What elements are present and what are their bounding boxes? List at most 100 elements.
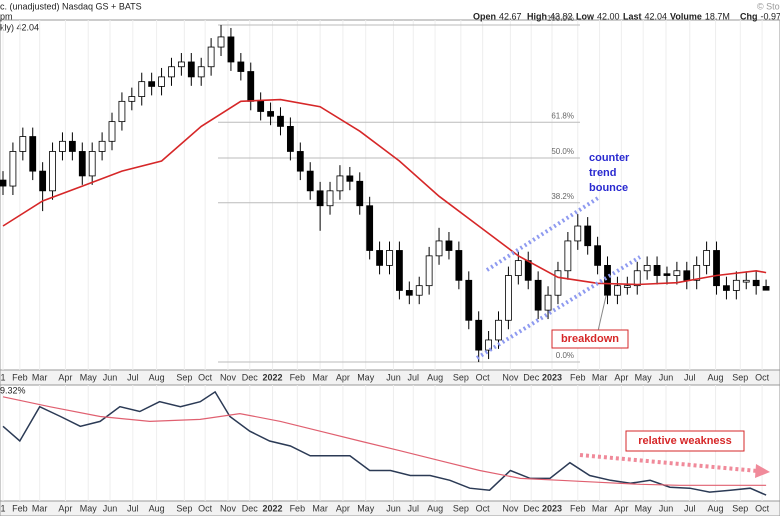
candle-body: [148, 81, 156, 87]
x-tick-label: 2022: [263, 372, 283, 382]
candle-body: [356, 180, 364, 207]
x-tick-label: May: [80, 503, 98, 513]
candle-body: [524, 260, 532, 281]
candle-body: [495, 319, 502, 341]
candle-body: [544, 294, 552, 311]
candle-body: [138, 81, 146, 97]
x-tick-label: Oct: [198, 372, 213, 382]
annotation: trend: [589, 167, 617, 179]
relative-line: [2, 390, 767, 496]
candle-body: [703, 250, 711, 266]
candle-body: [168, 66, 175, 78]
candle-body: [723, 285, 730, 291]
pointer-line: [597, 295, 607, 332]
candle-body: [643, 264, 651, 272]
candle-body: [564, 240, 572, 272]
candle-body: [326, 190, 334, 207]
x-tick-label: May: [357, 503, 375, 513]
candle-body: [227, 36, 235, 63]
candle-body: [663, 273, 671, 276]
candle-body: [732, 279, 740, 291]
x-tick-label: Oct: [755, 503, 770, 513]
candle-body: [653, 264, 661, 276]
x-tick-label: Aug: [427, 503, 443, 513]
x-tick-label: Mar: [312, 503, 328, 513]
candle-body: [554, 270, 562, 296]
candle-body: [623, 285, 631, 288]
candle-body: [346, 175, 354, 182]
candle-body: [217, 36, 225, 48]
candle-body: [158, 76, 165, 87]
quote-value: 42.67: [499, 11, 522, 21]
x-tick-label: 2023: [542, 503, 562, 513]
x-tick-label: Jun: [103, 372, 118, 382]
candle-body: [614, 285, 621, 296]
x-tick-label: Jun: [386, 372, 401, 382]
candle-body: [197, 66, 205, 78]
x-tick-label: 1: [0, 372, 5, 382]
x-tick-label: Oct: [476, 372, 491, 382]
candle-body: [534, 279, 542, 311]
candle-body: [277, 115, 284, 127]
candle-body: [485, 339, 492, 351]
x-tick-label: Jul: [408, 503, 420, 513]
candle-body: [514, 260, 522, 276]
x-tick-label: Feb: [570, 372, 586, 382]
candle-body: [455, 250, 463, 281]
x-tick-label: Aug: [708, 503, 724, 513]
x-tick-label: Oct: [198, 503, 213, 513]
quote-value: 42.00: [597, 11, 620, 21]
x-tick-label: Feb: [570, 503, 586, 513]
candle-body: [187, 61, 195, 78]
x-tick-label: Oct: [476, 503, 491, 513]
annotation: counter: [589, 152, 630, 164]
time: pm: [0, 11, 13, 21]
relative-label: 9.32%: [0, 385, 26, 395]
x-tick-label: Jun: [659, 372, 674, 382]
x-tick-label: Apr: [614, 372, 628, 382]
x-tick-label: Aug: [708, 372, 724, 382]
x-tick-label: Dec: [523, 503, 540, 513]
x-tick-label: Jun: [386, 503, 401, 513]
title: c. (unadjusted) Nasdaq GS + BATS: [0, 1, 142, 11]
x-tick-label: Apr: [58, 503, 72, 513]
candle-body: [465, 279, 473, 321]
candle-body: [59, 140, 66, 152]
fib-label: 38.2%: [551, 192, 574, 201]
candle-body: [0, 179, 7, 187]
candle-body: [673, 270, 681, 276]
candle-body: [683, 270, 691, 281]
quote-label: Volume: [670, 11, 702, 21]
candle-body: [247, 71, 255, 102]
fib-label: 50.0%: [551, 147, 574, 156]
candle-body: [237, 61, 245, 72]
x-tick-label: Aug: [149, 372, 165, 382]
x-tick-label: Aug: [149, 503, 165, 513]
candle-body: [713, 250, 720, 287]
candle-body: [19, 136, 27, 152]
moving-average: [2, 98, 767, 286]
candle-body: [286, 125, 294, 152]
x-tick-label: Nov: [220, 503, 237, 513]
x-tick-label: Nov: [502, 372, 519, 382]
candle-body: [9, 151, 17, 187]
x-tick-label: Feb: [290, 503, 306, 513]
candle-body: [395, 250, 403, 291]
x-tick-label: Sep: [732, 503, 748, 513]
x-tick-label: Jun: [659, 503, 674, 513]
fib-label: 0.0%: [556, 351, 574, 360]
x-tick-label: Sep: [176, 503, 192, 513]
annotation: bounce: [589, 182, 628, 194]
quote-value: 18.7M: [705, 11, 730, 21]
source: © Stock: [757, 1, 780, 11]
x-tick-label: Feb: [290, 372, 306, 382]
x-tick-label: Jun: [103, 503, 118, 513]
candle-body: [39, 170, 47, 192]
x-tick-label: Sep: [176, 372, 192, 382]
candle-body: [376, 250, 383, 266]
x-tick-label: Dec: [523, 372, 540, 382]
arrow-head: [755, 464, 770, 478]
x-tick-label: 1: [0, 503, 5, 513]
annotation: relative weakness: [638, 435, 732, 447]
x-tick-label: Dec: [242, 372, 259, 382]
